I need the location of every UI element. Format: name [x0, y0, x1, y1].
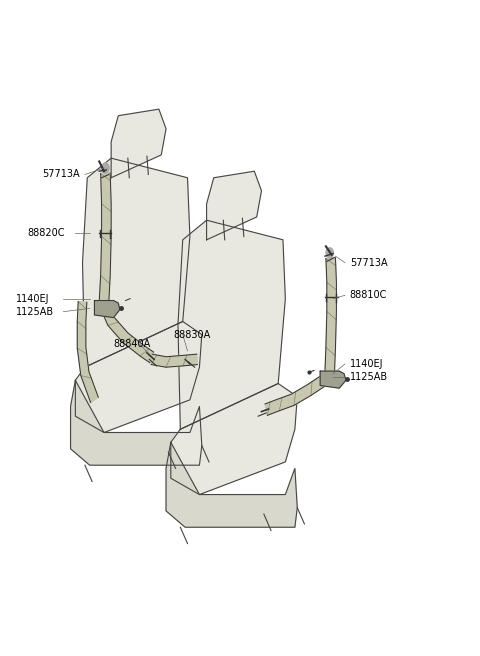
Circle shape [326, 248, 334, 258]
Polygon shape [325, 258, 336, 373]
Polygon shape [77, 302, 98, 403]
Text: 1125AB: 1125AB [350, 372, 388, 382]
Polygon shape [206, 171, 262, 240]
Text: 1140EJ: 1140EJ [16, 294, 49, 304]
Polygon shape [75, 321, 202, 432]
Polygon shape [265, 374, 328, 415]
Polygon shape [111, 109, 166, 178]
Polygon shape [151, 354, 197, 367]
Polygon shape [95, 300, 120, 318]
Text: 88820C: 88820C [28, 228, 65, 238]
Polygon shape [178, 220, 285, 429]
Polygon shape [100, 302, 154, 363]
Polygon shape [320, 371, 346, 388]
Circle shape [102, 163, 109, 173]
Text: 57713A: 57713A [42, 169, 80, 180]
Polygon shape [99, 173, 111, 302]
Text: 88810C: 88810C [350, 291, 387, 300]
Text: 88830A: 88830A [173, 329, 210, 340]
Text: 57713A: 57713A [350, 258, 387, 268]
Polygon shape [166, 442, 297, 527]
Text: 88840A: 88840A [114, 339, 151, 350]
Text: 1140EJ: 1140EJ [350, 359, 383, 369]
Polygon shape [83, 158, 190, 367]
Text: 1125AB: 1125AB [16, 306, 54, 317]
Polygon shape [71, 380, 202, 465]
Polygon shape [171, 384, 297, 495]
